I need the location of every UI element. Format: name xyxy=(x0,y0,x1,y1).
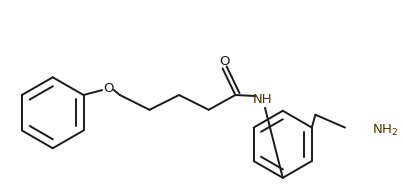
Text: NH$_2$: NH$_2$ xyxy=(371,123,397,138)
Text: NH: NH xyxy=(253,94,272,106)
Text: O: O xyxy=(219,55,229,68)
Text: O: O xyxy=(102,82,113,95)
